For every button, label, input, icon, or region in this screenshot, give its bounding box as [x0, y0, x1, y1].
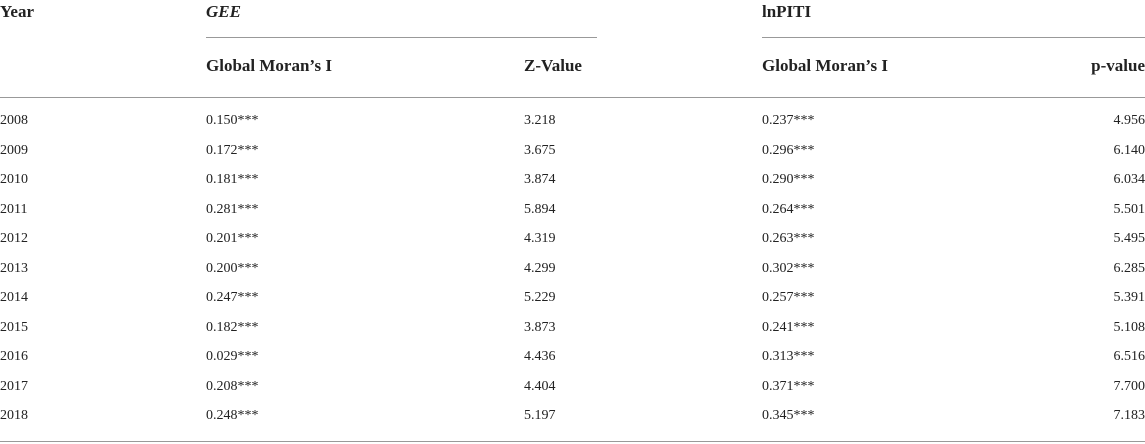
value-cell: 4.956	[1113, 113, 1145, 128]
value-cell: 0.345***	[762, 408, 815, 423]
value-cell: 5.894	[524, 201, 556, 217]
value-cell: 4.404	[524, 378, 556, 394]
value-cell: 0.181***	[206, 172, 259, 187]
value-cell: 3.218	[524, 113, 556, 128]
value-cell: 0.371***	[762, 378, 815, 394]
year-cell: 2008	[0, 113, 28, 128]
value-cell: 5.501	[1113, 201, 1145, 217]
value-cell: 0.313***	[762, 349, 815, 364]
value-cell: 5.495	[1113, 231, 1145, 246]
value-cell: 0.281***	[206, 201, 259, 217]
year-cell: 2016	[0, 349, 28, 364]
year-cell: 2013	[0, 260, 28, 276]
rule	[0, 97, 1145, 98]
value-cell: 0.208***	[206, 378, 259, 394]
value-cell: 6.516	[1113, 349, 1145, 364]
value-cell: 6.034	[1113, 172, 1145, 187]
column-header: Z-Value	[524, 56, 582, 75]
rule	[0, 441, 1145, 442]
value-cell: 0.241***	[762, 319, 815, 335]
column-header: p-value	[1091, 56, 1145, 75]
value-cell: 0.200***	[206, 260, 259, 276]
value-cell: 0.237***	[762, 113, 815, 128]
value-cell: 0.302***	[762, 260, 815, 276]
year-cell: 2011	[0, 201, 28, 217]
group-header: GEE	[206, 2, 241, 21]
rule	[206, 37, 597, 38]
year-cell: 2015	[0, 319, 28, 335]
value-cell: 0.150***	[206, 113, 259, 128]
value-cell: 4.319	[524, 231, 556, 246]
value-cell: 5.197	[524, 408, 556, 423]
value-cell: 0.263***	[762, 231, 815, 246]
value-cell: 4.436	[524, 349, 556, 364]
value-cell: 0.264***	[762, 201, 815, 217]
value-cell: 0.182***	[206, 319, 259, 335]
year-cell: 2014	[0, 290, 28, 305]
value-cell: 5.108	[1113, 319, 1145, 335]
value-cell: 0.201***	[206, 231, 259, 246]
column-header: Global Moran’s I	[206, 56, 332, 75]
year-cell: 2012	[0, 231, 28, 246]
year-cell: 2009	[0, 142, 28, 158]
value-cell: 6.140	[1113, 142, 1145, 158]
value-cell: 3.873	[524, 319, 556, 335]
group-header: Year	[0, 2, 34, 21]
value-cell: 5.391	[1113, 290, 1145, 305]
year-cell: 2017	[0, 378, 28, 394]
value-cell: 0.172***	[206, 142, 259, 158]
value-cell: 7.700	[1113, 378, 1145, 394]
value-cell: 3.874	[524, 172, 556, 187]
value-cell: 0.247***	[206, 290, 259, 305]
column-header: Global Moran’s I	[762, 56, 888, 75]
value-cell: 5.229	[524, 290, 556, 305]
value-cell: 0.296***	[762, 142, 815, 158]
year-cell: 2010	[0, 172, 28, 187]
group-header: lnPITI	[762, 2, 812, 21]
value-cell: 6.285	[1113, 260, 1145, 276]
value-cell: 0.029***	[206, 349, 259, 364]
year-cell: 2018	[0, 408, 28, 423]
value-cell: 3.675	[524, 142, 556, 158]
value-cell: 4.299	[524, 260, 556, 276]
value-cell: 7.183	[1113, 408, 1145, 423]
value-cell: 0.248***	[206, 408, 259, 423]
value-cell: 0.290***	[762, 172, 815, 187]
rule	[762, 37, 1145, 38]
value-cell: 0.257***	[762, 290, 815, 305]
